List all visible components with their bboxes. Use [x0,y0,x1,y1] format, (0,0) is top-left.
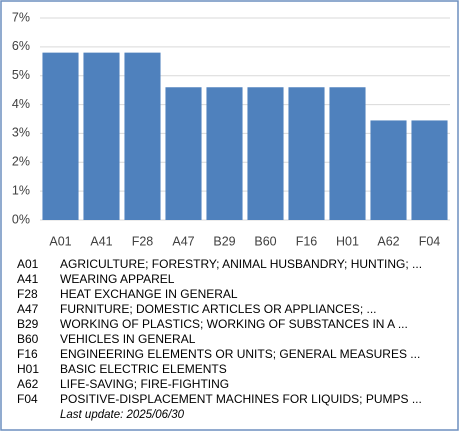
legend-description: FURNITURE; DOMESTIC ARTICLES OR APPLIANC… [60,302,377,316]
bar [42,52,79,220]
x-tick-label: F16 [296,234,318,248]
legend-code: A01 [17,257,39,271]
y-tick-label: 1% [12,183,30,197]
legend-description: BASIC ELECTRIC ELEMENTS [60,362,227,376]
x-tick-label: B60 [254,234,276,248]
legend-description: WORKING OF PLASTICS; WORKING OF SUBSTANC… [60,317,408,331]
y-tick-label: 4% [12,97,30,111]
x-tick-label: A41 [90,234,112,248]
bar [329,87,366,220]
bar [124,52,161,220]
bar [83,52,120,220]
y-tick-label: 0% [12,212,30,226]
legend-code: F16 [17,347,38,361]
legend-description: LIFE-SAVING; FIRE-FIGHTING [60,377,229,391]
legend-code: A47 [17,302,39,316]
y-tick-label: 3% [12,126,30,140]
x-tick-label: A62 [377,234,399,248]
legend-description: POSITIVE-DISPLACEMENT MACHINES FOR LIQUI… [60,392,422,406]
legend-description: WEARING APPAREL [60,272,175,286]
update-note: Last update: 2025/06/30 [60,409,185,421]
x-tick-label: A01 [49,234,71,248]
x-tick-label: B29 [213,234,235,248]
legend-code: B60 [17,332,39,346]
legend-description: ENGINEERING ELEMENTS OR UNITS; GENERAL M… [60,347,420,361]
x-tick-label: F28 [132,234,154,248]
legend-code: H01 [17,362,39,376]
y-tick-label: 7% [12,10,30,24]
legend-code: A62 [17,377,39,391]
legend-code: F28 [17,287,38,301]
x-tick-label: F04 [419,234,441,248]
bar [288,87,325,220]
bar [370,120,407,220]
y-tick-label: 5% [12,68,30,82]
legend-code: F04 [17,392,38,406]
legend-code: B29 [17,317,39,331]
legend-description: AGRICULTURE; FORESTRY; ANIMAL HUSBANDRY;… [60,257,422,271]
legend-description: VEHICLES IN GENERAL [60,332,196,346]
legend-code: A41 [17,272,39,286]
x-tick-label: H01 [336,234,359,248]
y-tick-label: 2% [12,155,30,169]
bar [206,87,243,220]
bar [411,120,448,220]
legend-description: HEAT EXCHANGE IN GENERAL [60,287,238,301]
y-tick-label: 6% [12,39,30,53]
x-tick-label: A47 [172,234,194,248]
bar [247,87,284,220]
bar [165,87,202,220]
